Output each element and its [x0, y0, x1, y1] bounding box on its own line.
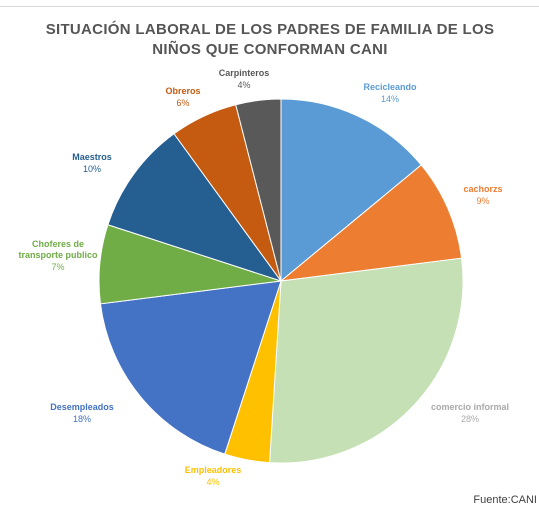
slice-label: Carpinteros 4%	[219, 68, 270, 90]
slice-label: Recicleando 14%	[363, 82, 417, 104]
slice-label: Choferes de transporte publico 7%	[18, 239, 98, 272]
chart-title-line-1: SITUACIÓN LABORAL DE LOS PADRES DE FAMIL…	[45, 21, 495, 38]
pie-slice	[269, 257, 464, 464]
slice-label: Maestros 10%	[72, 152, 112, 174]
chart-title-line-2: NIÑOS QUE CONFORMAN CANI	[152, 41, 388, 58]
top-divider	[0, 6, 539, 7]
slice-label: Desempleados 18%	[50, 402, 114, 424]
slice-label: Empleadores 4%	[185, 465, 242, 487]
slice-label: cachorzs 9%	[463, 184, 502, 206]
pie-slice	[279, 164, 463, 282]
source-note: Fuente:CANI	[473, 494, 537, 506]
pie-slice	[107, 133, 283, 282]
pie-slice	[235, 98, 282, 282]
slice-label: Obreros 6%	[165, 86, 200, 108]
pie-slice	[99, 280, 282, 455]
slice-label: comercio informal 28%	[431, 402, 509, 424]
pie-slice	[280, 98, 422, 283]
